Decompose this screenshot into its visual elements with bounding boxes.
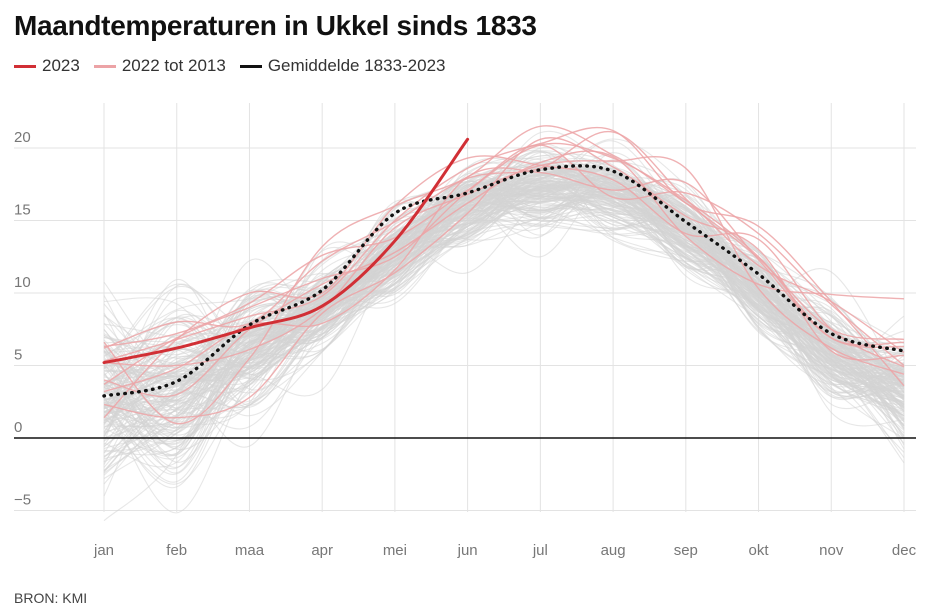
- historical-year-line: [103, 160, 905, 428]
- tick-labels-layer: jan feb maa apr mei jun jul aug sep okt nov dec −5 0 5…: [14, 129, 917, 559]
- historical-year-line: [103, 163, 905, 406]
- line-2013: [103, 137, 905, 419]
- source-note: BRON: KMI: [14, 590, 88, 606]
- y-tick-label: 10: [14, 274, 31, 291]
- temperature-chart: jan feb maa apr mei jun jul aug sep okt nov dec −5 0 5…: [14, 103, 917, 559]
- x-tick-label: feb: [166, 542, 187, 559]
- line-2021: [103, 167, 905, 393]
- current-year-layer: [14, 137, 916, 439]
- y-tick-label: 5: [14, 347, 22, 364]
- line-2014: [103, 144, 905, 367]
- x-tick-label: aug: [601, 542, 626, 559]
- line-2023: [102, 137, 470, 365]
- x-tick-label: okt: [749, 542, 770, 559]
- x-tick-label: maa: [235, 542, 265, 559]
- line-2016: [103, 155, 905, 375]
- x-tick-label: jan: [93, 542, 114, 559]
- x-tick-label: jul: [532, 542, 548, 559]
- historical-year-line: [103, 188, 905, 413]
- legend-item-average: Gemiddelde 1833-2023: [239, 56, 446, 76]
- legend-label-2023: 2023: [42, 56, 80, 75]
- historical-year-line: [103, 159, 905, 393]
- y-tick-label: 0: [14, 419, 22, 436]
- line-2017: [103, 155, 905, 419]
- legend-item-recent-years: 2022 tot 2013: [93, 56, 226, 76]
- legend-label-recent-years: 2022 tot 2013: [121, 56, 226, 75]
- x-tick-label: apr: [311, 542, 333, 559]
- x-tick-label: jun: [457, 542, 478, 559]
- x-tick-label: sep: [674, 542, 698, 559]
- y-tick-label: 20: [14, 129, 31, 146]
- legend-swatch-average: [239, 64, 262, 68]
- historical-year-line: [103, 161, 905, 388]
- recent-years-layer: [103, 125, 905, 425]
- x-tick-label: nov: [819, 542, 844, 559]
- line-2018: [103, 125, 905, 425]
- y-tick-label: −5: [14, 492, 31, 509]
- y-tick-label: 15: [14, 202, 31, 219]
- legend-item-2023: 2023: [14, 56, 80, 76]
- x-tick-label: dec: [892, 542, 917, 559]
- legend-label-average: Gemiddelde 1833-2023: [267, 56, 446, 75]
- legend: 2023 2022 tot 2013 Gemiddelde 1833-2023: [14, 56, 460, 76]
- chart-title: Maandtemperaturen in Ukkel sinds 1833: [14, 10, 537, 41]
- historical-year-line: [103, 186, 905, 431]
- x-tick-label: mei: [383, 542, 407, 559]
- historical-year-line: [103, 172, 905, 379]
- historical-year-line: [103, 195, 905, 433]
- legend-swatch-recent-years: [93, 64, 116, 68]
- line-2022: [103, 126, 905, 387]
- historical-year-line: [103, 176, 905, 412]
- historical-lines-layer: [103, 130, 905, 522]
- legend-swatch-2023: [14, 64, 36, 68]
- historical-year-line: [103, 196, 905, 448]
- line-2015: [103, 150, 905, 398]
